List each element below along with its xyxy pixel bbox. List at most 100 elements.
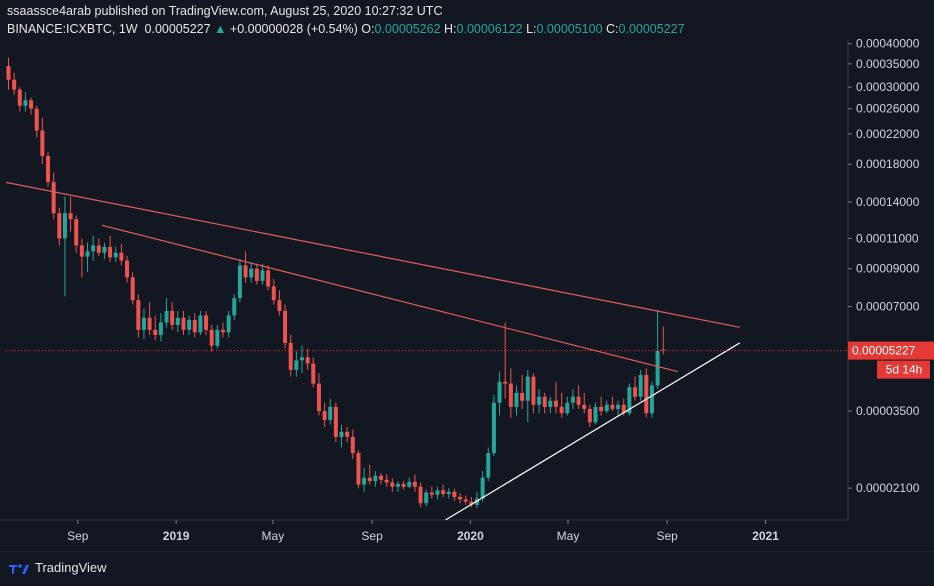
candle-down — [147, 317, 152, 330]
candle-up — [565, 402, 570, 414]
price-tick-label: 0.00007000 — [856, 300, 920, 314]
price-tick-label: 0.00011000 — [856, 231, 919, 245]
candle-up — [497, 381, 502, 403]
time-tick-label: May — [262, 529, 285, 543]
candle-up — [649, 385, 654, 414]
candle-down — [508, 383, 513, 407]
candle-down — [379, 475, 384, 480]
price-tick-label: 0.00014000 — [856, 195, 920, 209]
candle-up — [294, 360, 299, 370]
candle-up — [514, 392, 519, 407]
candle-up — [164, 310, 169, 323]
candle-down — [384, 479, 389, 483]
trendline-support[interactable] — [445, 342, 741, 520]
candle-down — [243, 265, 248, 278]
candle-down — [356, 453, 361, 485]
candle-up — [62, 213, 67, 239]
candle-down — [401, 483, 406, 487]
candle-down — [29, 100, 34, 109]
candle-down — [136, 300, 141, 330]
candle-down — [17, 89, 22, 106]
symbol-interval[interactable]: BINANCE:ICXBTC, 1W — [7, 22, 138, 36]
price-tick-label: 0.00009000 — [856, 262, 920, 276]
candle-up — [548, 400, 553, 407]
time-tick-label: May — [557, 529, 580, 543]
candle-up — [187, 320, 192, 330]
time-tick-label: 2019 — [163, 529, 190, 543]
candle-down — [125, 260, 130, 278]
footer: TradingView — [0, 552, 934, 586]
trendline-lower-resistance[interactable] — [101, 224, 678, 373]
time-tick-label: Sep — [67, 529, 89, 543]
price-tick-label: 0.00026000 — [856, 102, 920, 116]
candles-group — [4, 57, 741, 520]
plot-area — [6, 40, 847, 520]
candle-down — [469, 501, 474, 505]
price-tick-label: 0.00040000 — [856, 37, 920, 51]
candle-down — [367, 477, 372, 482]
candle-down — [220, 329, 225, 333]
tradingview-logo[interactable]: TradingView — [8, 560, 107, 575]
candle-down — [96, 245, 101, 253]
candle-up — [424, 492, 429, 504]
candle-down — [390, 482, 395, 487]
candle-up — [328, 406, 333, 420]
candle-up — [300, 357, 305, 361]
candle-up — [158, 322, 163, 335]
candle-down — [644, 374, 649, 414]
candle-down — [633, 387, 638, 397]
candle-up — [435, 490, 440, 495]
candle-up — [373, 475, 378, 482]
candle-down — [458, 497, 463, 500]
price-change: +0.00000028 (+0.54%) — [229, 22, 358, 36]
candle-down — [283, 310, 288, 343]
candle-up — [215, 329, 220, 346]
candle-up — [537, 396, 542, 405]
candle-down — [40, 130, 45, 156]
publish-info: ssaassce4arab published on TradingView.c… — [7, 4, 443, 18]
candle-down — [130, 277, 135, 301]
candle-down — [254, 268, 259, 281]
price-tick-label: 0.00002100 — [856, 481, 920, 495]
candle-up — [226, 315, 231, 333]
candle-down — [429, 492, 434, 495]
candle-up — [446, 491, 451, 494]
last-price-badge — [848, 341, 934, 360]
candle-up — [480, 477, 485, 499]
candle-up — [638, 374, 643, 397]
low-label: L: — [526, 22, 537, 36]
candle-down — [6, 66, 11, 80]
candle-up — [593, 406, 598, 423]
bar-countdown-badge — [877, 360, 930, 379]
candle-down — [520, 392, 525, 401]
time-tick-label: 2021 — [752, 529, 779, 543]
candle-up — [362, 477, 367, 485]
candle-down — [51, 181, 56, 214]
price-chart[interactable]: 0.00040000 0.00035000 0.00030000 0.00026000… — [0, 0, 934, 552]
candle-down — [452, 491, 457, 498]
candle-down — [170, 310, 175, 325]
candle-down — [542, 396, 547, 407]
candle-down — [576, 396, 581, 405]
change-up-icon: ▲ — [214, 22, 227, 36]
close-value: 0.00005227 — [618, 22, 685, 36]
tradingview-logo-icon — [9, 563, 29, 574]
candle-down — [553, 400, 558, 407]
high-value: 0.00006122 — [456, 22, 523, 36]
chart-header: ssaassce4arab published on TradingView.c… — [0, 0, 934, 40]
candle-down — [34, 108, 39, 131]
candle-up — [407, 481, 412, 487]
price-tick-label: 0.00022000 — [856, 127, 920, 141]
tradingview-brand-label: TradingView — [35, 560, 107, 575]
candle-down — [192, 320, 197, 333]
low-value: 0.00005100 — [536, 22, 603, 36]
candle-up — [486, 453, 491, 478]
candle-down — [209, 329, 214, 346]
candle-down — [153, 329, 158, 335]
candle-up — [232, 298, 237, 316]
symbol-ohlc-line: BINANCE:ICXBTC, 1W 0.00005227 ▲ +0.00000… — [7, 22, 685, 36]
candle-down — [68, 213, 73, 220]
trendline-upper-resistance[interactable] — [4, 181, 740, 328]
candle-down — [559, 406, 564, 414]
candle-down — [305, 357, 310, 364]
